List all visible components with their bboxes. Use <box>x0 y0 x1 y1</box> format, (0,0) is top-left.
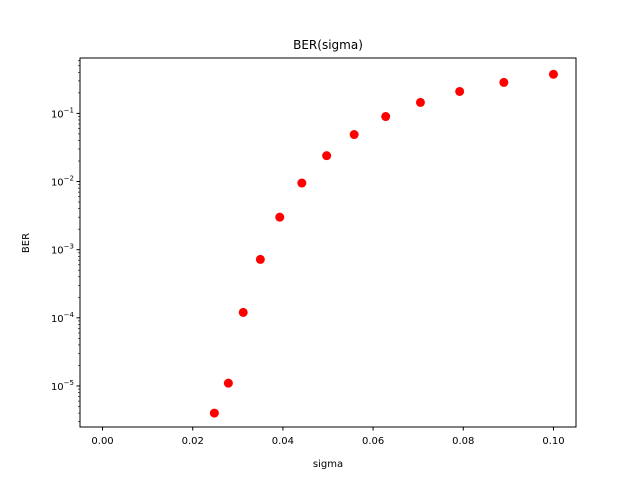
y-tick-label: 10−3 <box>51 243 74 257</box>
y-tick-base: 10 <box>51 382 64 393</box>
y-tick-exponent: −3 <box>64 243 74 251</box>
data-point <box>209 408 219 418</box>
y-tick-label: 10−2 <box>51 175 74 189</box>
y-tick-label: 10−4 <box>51 311 75 325</box>
data-point <box>223 378 233 388</box>
x-tick-label: 0.04 <box>272 436 294 447</box>
data-point <box>415 97 425 107</box>
data-point <box>349 130 359 140</box>
y-tick-base: 10 <box>51 314 64 325</box>
y-tick-exponent: −5 <box>64 379 74 387</box>
y-tick-label: 10−1 <box>51 106 74 120</box>
data-point <box>322 151 332 161</box>
chart-title: BER(sigma) <box>293 38 363 52</box>
x-axis-ticks: 0.00 0.02 0.04 0.06 0.08 0.10 <box>91 427 565 447</box>
y-tick-exponent: −1 <box>64 106 74 114</box>
plot-frame <box>79 57 577 428</box>
data-point <box>548 69 558 79</box>
data-point <box>297 178 307 188</box>
x-tick-label: 0.08 <box>452 436 474 447</box>
y-tick-label: 10−5 <box>51 379 74 393</box>
y-axis-ticks: 10−510−410−310−210−1 <box>51 60 80 422</box>
x-axis-label: sigma <box>313 459 343 470</box>
data-point <box>499 77 509 87</box>
x-tick-label: 0.00 <box>91 436 113 447</box>
y-tick-base: 10 <box>51 178 64 189</box>
data-point <box>455 86 465 96</box>
data-point <box>238 307 248 317</box>
y-axis-label: BER <box>21 233 32 253</box>
y-tick-exponent: −2 <box>64 175 74 183</box>
data-points <box>209 69 558 418</box>
x-tick-label: 0.10 <box>542 436 564 447</box>
data-point <box>381 112 391 122</box>
y-tick-base: 10 <box>51 109 64 120</box>
data-point <box>275 212 285 222</box>
y-tick-exponent: −4 <box>64 311 75 319</box>
data-point <box>255 254 265 264</box>
y-tick-base: 10 <box>51 246 64 257</box>
x-tick-label: 0.02 <box>182 436 204 447</box>
x-tick-label: 0.06 <box>362 436 384 447</box>
